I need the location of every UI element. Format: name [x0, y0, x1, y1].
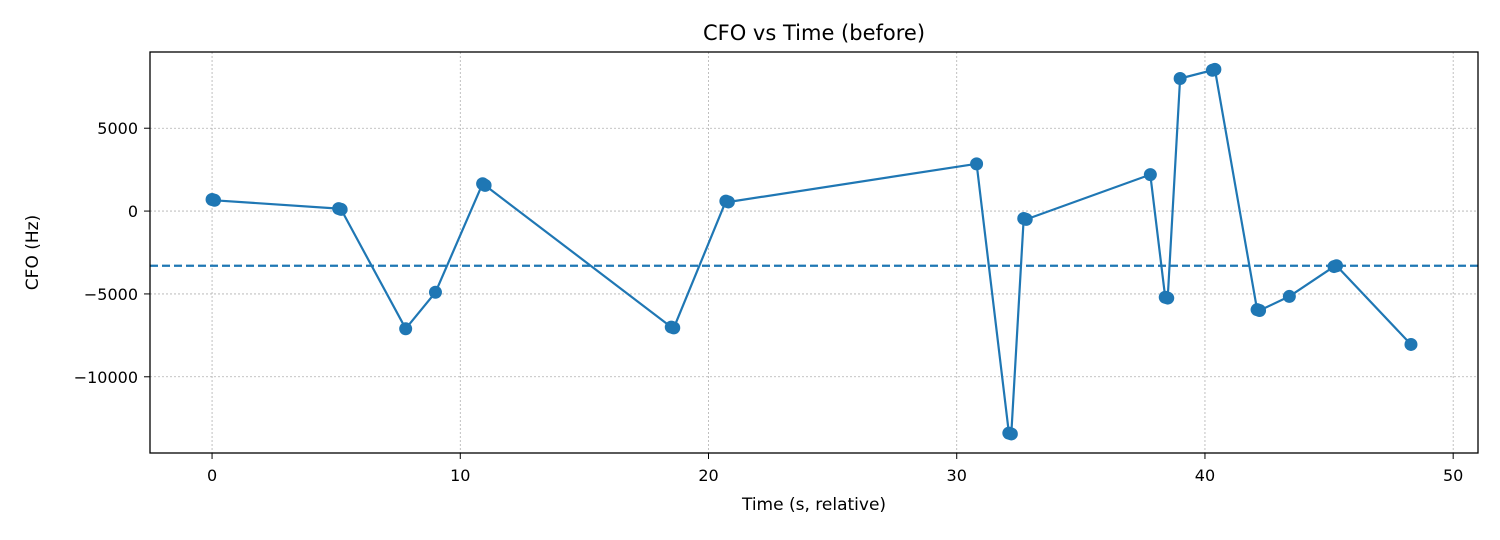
y-tick-label: −5000: [84, 285, 138, 304]
data-point: [334, 202, 348, 216]
series-layer: [205, 62, 1418, 441]
data-point: [970, 157, 984, 171]
data-point: [428, 285, 442, 299]
grid: [150, 52, 1478, 453]
data-point: [1161, 291, 1175, 305]
x-tick-label: 50: [1443, 466, 1463, 485]
chart-title: CFO vs Time (before): [703, 21, 925, 45]
plot-frame: [149, 51, 1479, 454]
data-point: [1404, 337, 1418, 351]
data-point: [721, 195, 735, 209]
x-tick-label: 0: [207, 466, 217, 485]
y-tick-label: 5000: [97, 119, 138, 138]
data-point: [1019, 212, 1033, 226]
data-point: [1253, 303, 1267, 317]
x-axis-title: Time (s, relative): [741, 495, 886, 515]
x-tick-label: 20: [698, 466, 718, 485]
data-point: [1173, 72, 1187, 86]
y-tick-label: 0: [128, 202, 138, 221]
data-point: [478, 178, 492, 192]
y-tick-label: −10000: [74, 368, 138, 387]
x-tick-label: 30: [947, 466, 967, 485]
data-point: [667, 321, 681, 335]
x-tick-label: 40: [1195, 466, 1215, 485]
data-point: [208, 193, 222, 207]
data-point: [399, 322, 413, 336]
data-point: [1208, 62, 1222, 76]
axis-ticks: 0 10 20 30 40 50 5000 0 −5000 −10000: [74, 119, 1464, 485]
x-tick-label: 10: [450, 466, 470, 485]
y-axis-title: CFO (Hz): [23, 215, 43, 290]
data-point: [1143, 168, 1157, 182]
data-point: [1282, 289, 1296, 303]
data-point: [1330, 259, 1344, 273]
data-point: [1004, 427, 1018, 441]
